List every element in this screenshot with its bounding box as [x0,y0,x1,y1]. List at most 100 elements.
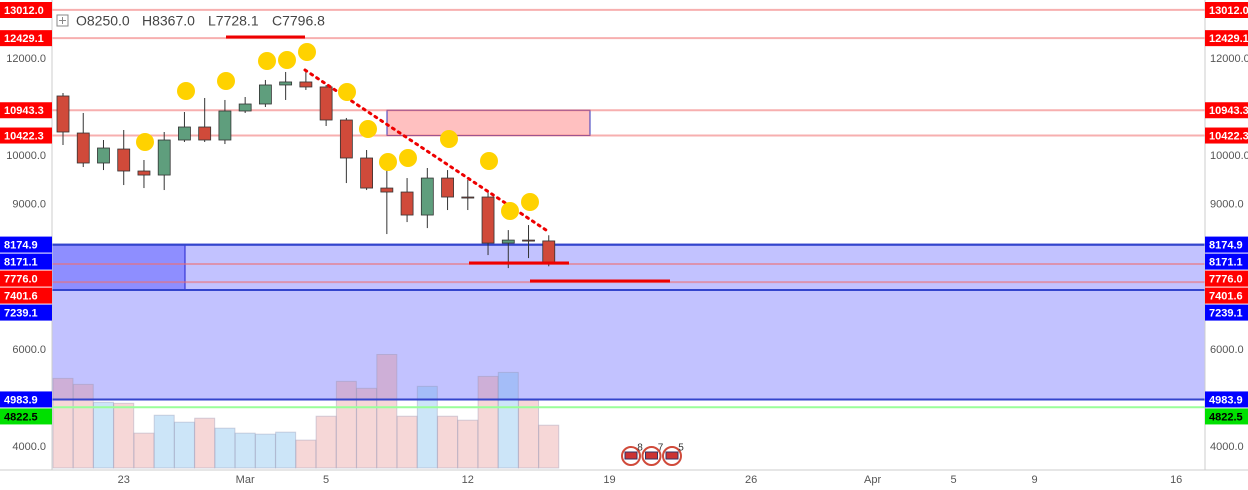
price-marker-label: 8174.9 [4,239,38,251]
volume-bar [72,383,94,469]
volume-bar [457,419,479,469]
price-marker-box [1205,236,1248,253]
event-count: 8 [637,443,643,454]
expand-icon[interactable] [56,14,69,27]
price-marker-box [0,253,52,270]
price-marker-label: 13012.0 [1209,5,1248,17]
volume-bar [92,401,114,469]
y-tick-label: 10000.0 [6,150,46,162]
event-flag [665,451,679,460]
zone [51,244,186,291]
volume [52,353,560,469]
marker [399,149,417,167]
close: C7796.8 [272,13,325,29]
volume-bar [113,402,135,469]
open: O8250.0 [76,13,130,29]
price-marker-box [0,304,52,321]
volume-bar [518,399,540,469]
price-marker-label: 4822.5 [4,411,38,423]
header: O8250.0 H8367.0 L7728.1 C7796.8 [56,13,325,29]
high: H8367.0 [142,13,195,29]
volume-bar [538,424,560,469]
marker [258,52,276,70]
price-marker-box [0,30,52,47]
event-count: 7 [658,443,664,454]
price-marker-box [0,270,52,287]
price-marker-label: 10422.3 [1209,130,1248,142]
candle-body [198,126,212,141]
x-tick-label: 16 [1170,474,1182,486]
y-tick-label: 6000.0 [12,344,46,356]
zone [51,244,1206,400]
price-marker-box [0,127,52,144]
marker [440,130,458,148]
price-marker-label: 12429.1 [1209,33,1248,45]
y-tick-label: 12000.0 [1210,53,1248,65]
volume-bar [52,377,74,469]
price-marker-label: 12429.1 [4,33,44,45]
candle-body [319,86,333,121]
marker [359,120,377,138]
event-count: 5 [678,443,684,454]
price-marker-label: 4822.5 [1209,411,1243,423]
volume-bar [194,417,216,469]
candle-body [501,239,515,244]
price-marker-box [0,408,52,425]
price-marker-box [1205,102,1248,119]
candle-body [279,81,293,86]
x-tick-label: 12 [462,474,474,486]
price-marker-box [1205,127,1248,144]
event-flag [645,451,658,460]
price-marker-box [1205,287,1248,304]
price-marker-box [1205,253,1248,270]
candle-body [157,139,171,176]
price-marker-box [1205,304,1248,321]
volume-bar [254,433,276,469]
marker [217,72,235,90]
y-tick-label: 6000.0 [1210,344,1244,356]
price-marker-box [0,102,52,119]
price-marker-label: 7239.1 [1209,307,1243,319]
candle-body [76,132,90,164]
zones [51,109,1206,400]
x-tick-label: 26 [745,474,757,486]
price-marker-label: 7401.6 [4,290,38,302]
volume-bar [214,427,236,469]
price-marker-label: 8174.9 [1209,239,1243,251]
candle-body [481,196,495,244]
low: L7728.1 [208,13,259,29]
candle-body [258,84,272,105]
price-marker-label: 7776.0 [4,273,38,285]
candle-body [461,196,475,199]
volume-bar [335,380,357,469]
volume-bar [295,439,317,469]
price-marker-label: 13012.0 [4,5,44,17]
x-tick-label: Apr [864,474,881,486]
candle-body [178,126,191,141]
candle-body [441,177,454,198]
candles [56,69,556,269]
volume-bar [497,371,519,469]
price-marker-label: 7401.6 [1209,290,1243,302]
marker [136,133,154,151]
marker [278,51,296,69]
candle-body [380,187,394,193]
x-tick-label: 9 [1031,474,1037,486]
price-marker-box [1205,270,1248,287]
candle-body [400,191,414,216]
price-marker-label: 4983.9 [4,394,38,406]
price-marker-box [1205,408,1248,425]
price-marker-box [0,236,52,253]
marker [501,202,519,220]
price-marker-label: 7239.1 [4,307,38,319]
candle-body [97,147,110,164]
candle-body [542,240,556,264]
price-marker-box [1205,2,1248,18]
volume-bar [315,415,337,469]
candle-body [360,157,374,189]
price-marker-label: 8171.1 [1209,256,1243,268]
marker [177,82,195,100]
volume-bar [173,421,195,469]
price-marker-box [1205,391,1248,408]
